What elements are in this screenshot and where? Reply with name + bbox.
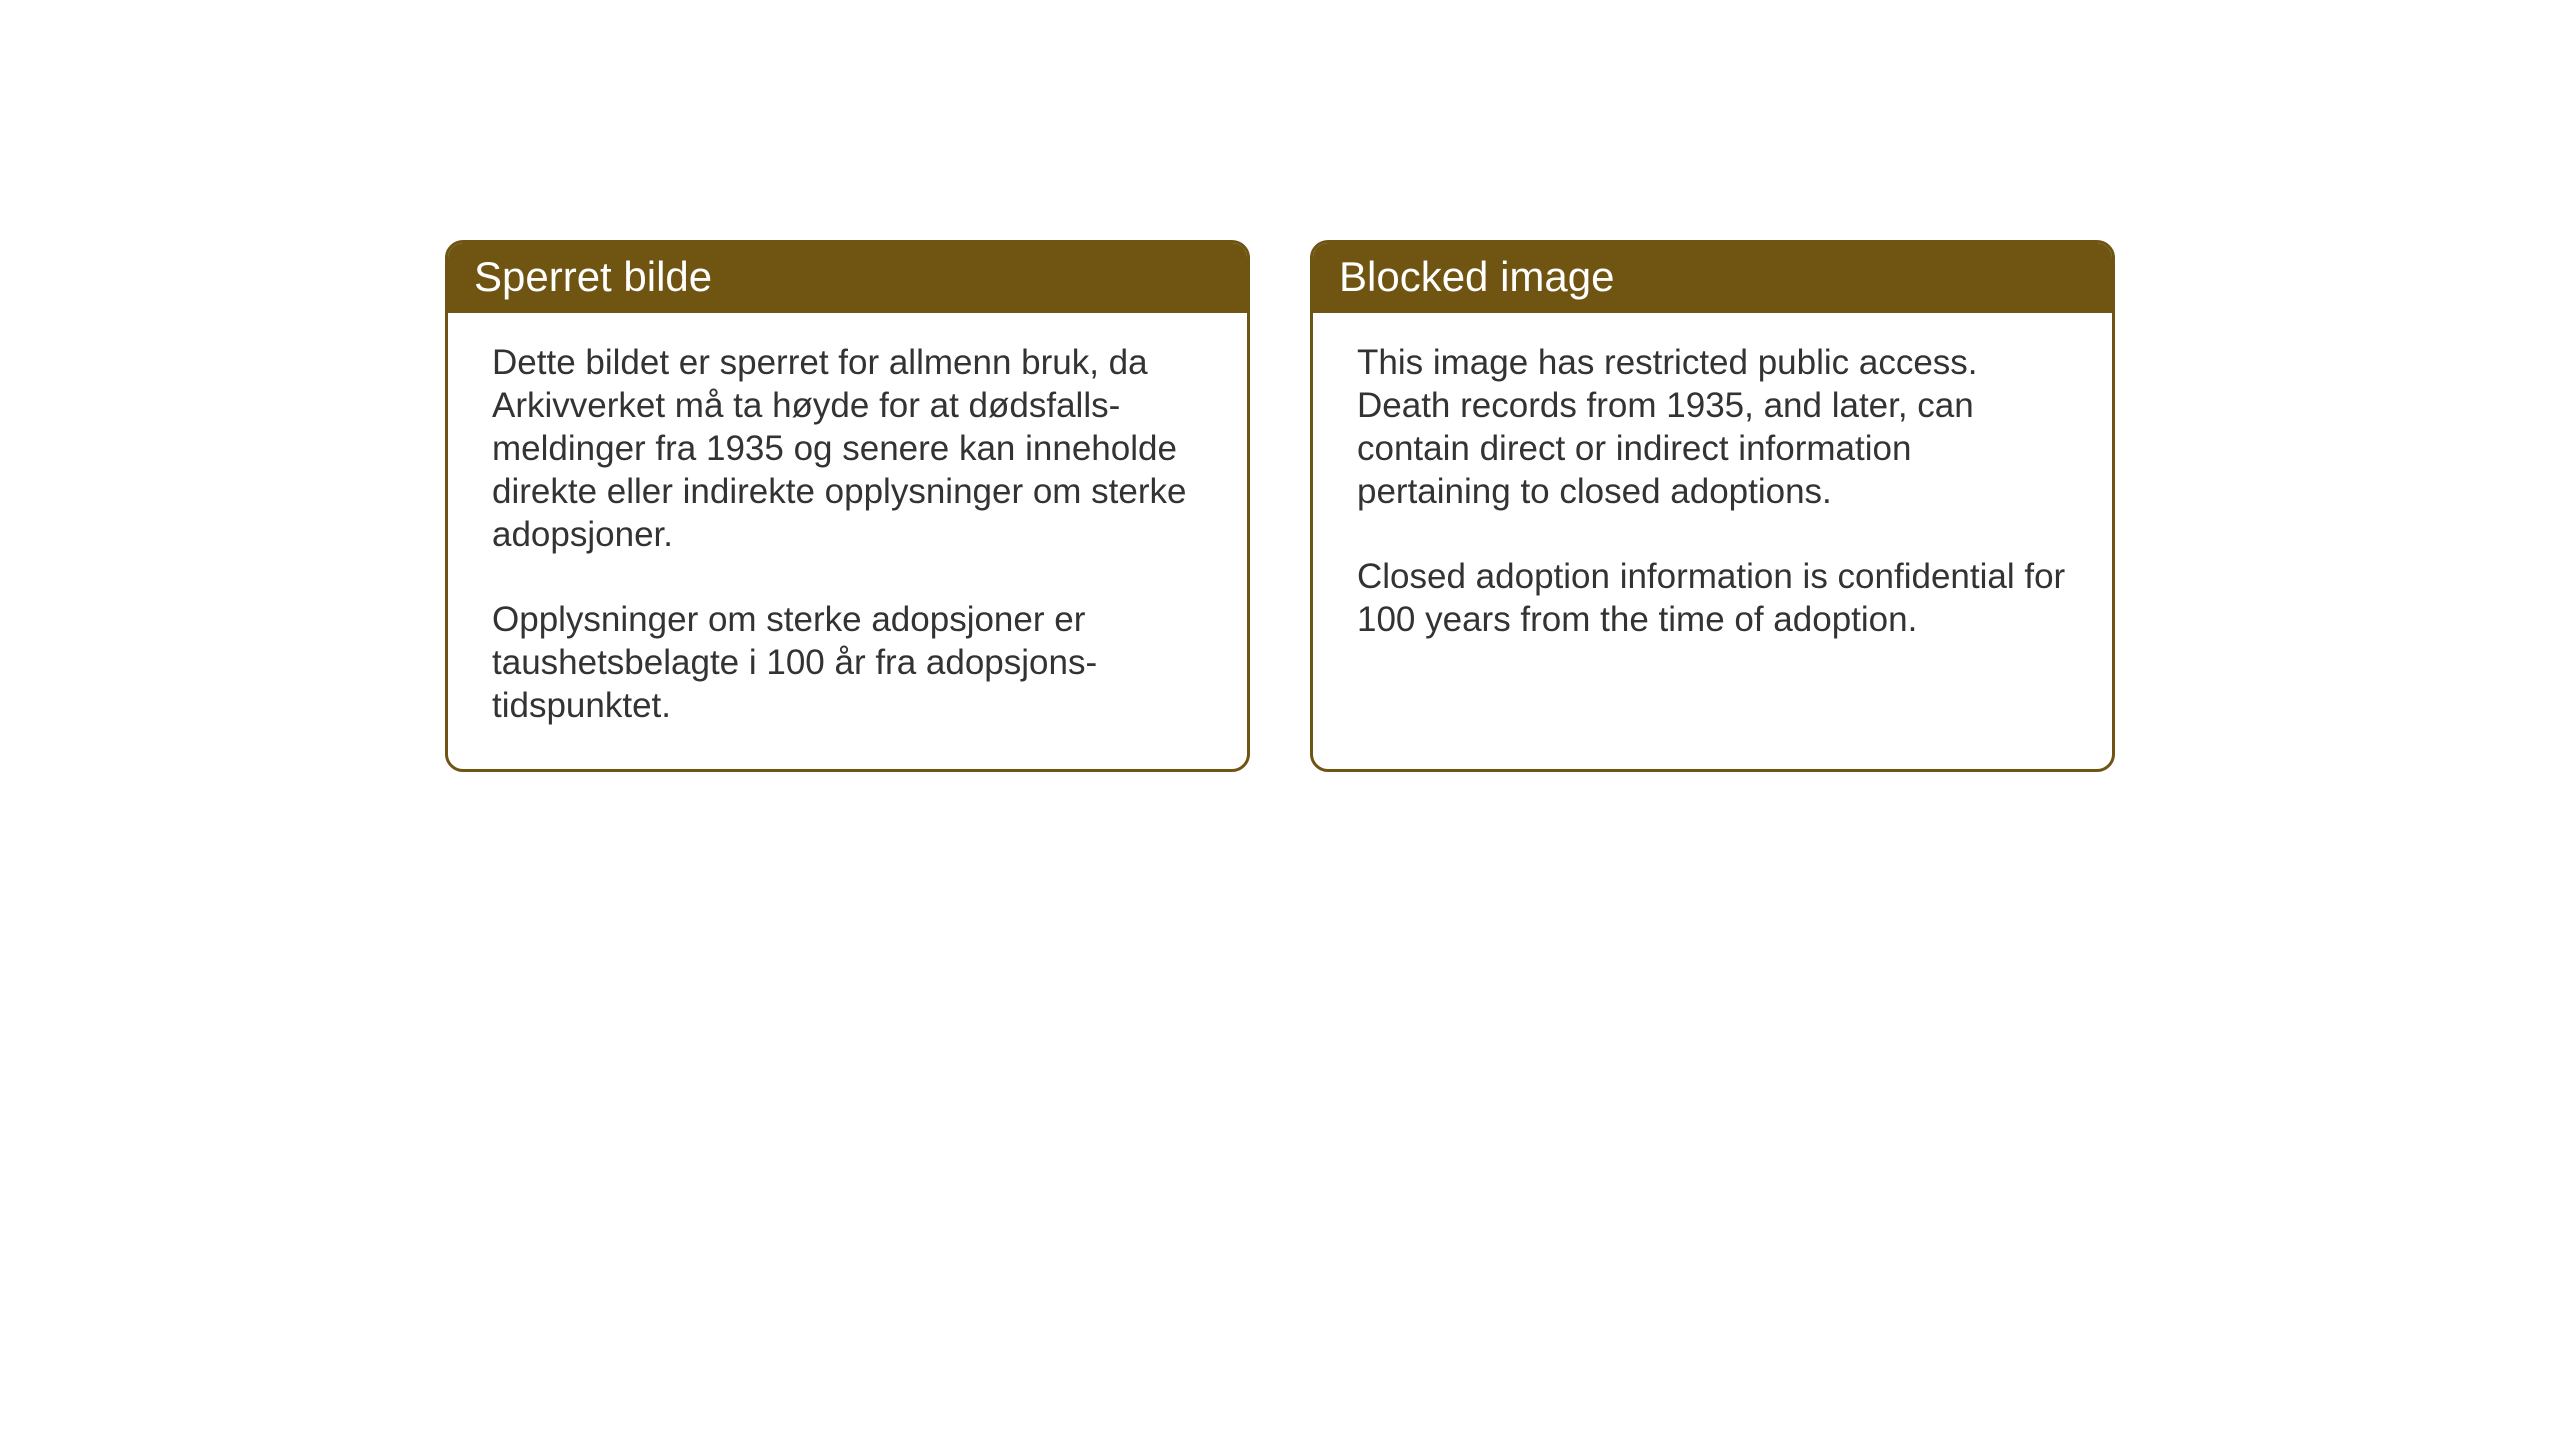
english-notice-card: Blocked image This image has restricted …: [1310, 240, 2115, 772]
norwegian-notice-card: Sperret bilde Dette bildet er sperret fo…: [445, 240, 1250, 772]
norwegian-card-body: Dette bildet er sperret for allmenn bruk…: [448, 313, 1247, 769]
english-paragraph-2: Closed adoption information is confident…: [1357, 555, 2068, 641]
english-paragraph-1: This image has restricted public access.…: [1357, 341, 2068, 513]
english-card-body: This image has restricted public access.…: [1313, 313, 2112, 683]
english-card-title: Blocked image: [1313, 243, 2112, 313]
notice-container: Sperret bilde Dette bildet er sperret fo…: [445, 240, 2115, 772]
norwegian-paragraph-2: Opplysninger om sterke adopsjoner er tau…: [492, 598, 1203, 727]
norwegian-card-title: Sperret bilde: [448, 243, 1247, 313]
norwegian-paragraph-1: Dette bildet er sperret for allmenn bruk…: [492, 341, 1203, 556]
